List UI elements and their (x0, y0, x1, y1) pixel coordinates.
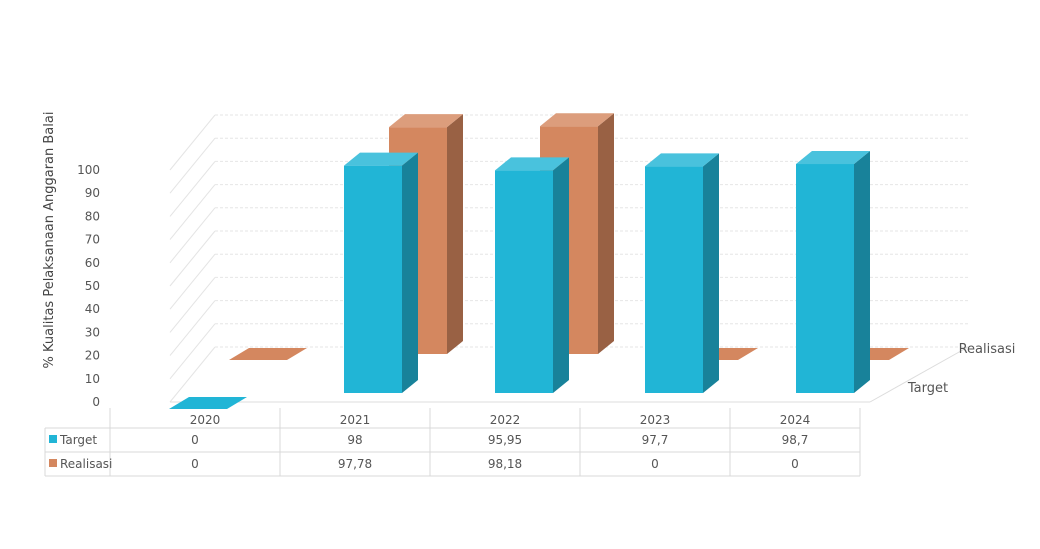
table-cell: 98,7 (782, 433, 809, 447)
y-tick-label: 70 (85, 233, 100, 247)
table-cell: 98,18 (488, 457, 522, 471)
target-series (169, 151, 870, 409)
y-tick-label: 30 (85, 325, 100, 339)
target-bar-2021-side (402, 152, 418, 393)
x-tick-label: 2022 (490, 413, 521, 427)
target-bar-2022-top (495, 157, 569, 171)
target-bar-2021-top (344, 152, 418, 166)
table-cell: 98 (347, 433, 362, 447)
realisasi-bar-2021-top (389, 114, 463, 128)
table-cell: 0 (651, 457, 659, 471)
target-bar-2023-side (703, 153, 719, 393)
y-axis-ticks: 0 10 20 30 40 50 60 70 80 90 100 (77, 163, 100, 409)
series-depth-labels: Realisasi Target (907, 342, 1015, 396)
depth-label-realisasi: Realisasi (959, 342, 1016, 357)
table-cell: 95,95 (488, 433, 522, 447)
y-tick-label: 90 (85, 186, 100, 200)
target-bar-2021 (344, 152, 418, 393)
x-tick-label: 2023 (640, 413, 671, 427)
table-cell: 97,7 (642, 433, 669, 447)
legend-label: Target (59, 433, 97, 447)
data-table: 2020 2021 2022 2023 2024 Target 0 98 95,95 97,7 98… (44, 408, 861, 477)
target-bar-2022-front (495, 170, 553, 393)
gridline-side (169, 137, 216, 194)
realisasi-bar-2021-side (447, 114, 463, 355)
y-tick-label: 20 (85, 349, 100, 363)
y-tick-label: 50 (85, 279, 100, 293)
y-tick-label: 60 (85, 256, 100, 270)
gridline-side (169, 300, 216, 356)
table-cell: 0 (791, 457, 799, 471)
target-bar-2024-side (854, 151, 870, 393)
realisasi-bar-2022-side (598, 113, 614, 354)
gridline-side (169, 184, 216, 240)
y-tick-label: 80 (85, 209, 100, 223)
table-cell: 0 (191, 433, 199, 447)
table-cell: 97,78 (338, 457, 372, 471)
gridline-side (169, 114, 216, 171)
y-tick-label: 10 (85, 372, 100, 386)
gridline-side (169, 161, 216, 217)
x-tick-label: 2021 (340, 413, 371, 427)
depth-label-target: Target (907, 381, 948, 396)
y-tick-label: 40 (85, 302, 100, 316)
x-tick-label: 2020 (190, 413, 221, 427)
realisasi-bar-2022-top (540, 113, 614, 127)
table-row-target: Target 0 98 95,95 97,7 98,7 (49, 433, 808, 447)
target-bar-2024 (796, 151, 870, 393)
target-bar-2020 (169, 397, 247, 409)
target-bar-2023-top (645, 153, 719, 167)
y-axis-title: % Kualitas Pelaksanaan Anggaran Balai (42, 112, 57, 369)
legend-swatch (49, 435, 57, 443)
gridline-side (169, 323, 216, 380)
target-bar-2023 (645, 153, 719, 393)
gridline-side (169, 277, 216, 333)
y-tick-label: 100 (77, 163, 100, 177)
x-tick-label: 2024 (780, 413, 811, 427)
target-bar-2024-top (796, 151, 870, 165)
gridline-side (169, 346, 216, 403)
target-bar-2022-side (553, 157, 569, 393)
y-tick-label: 0 (92, 395, 100, 409)
legend-swatch (49, 459, 57, 467)
realisasi-bar-2020 (229, 348, 307, 360)
table-row-realisasi: Realisasi 0 97,78 98,18 0 0 (49, 457, 799, 471)
gridline-side (169, 207, 216, 264)
target-bar-2022 (495, 157, 569, 393)
gridline-side (169, 230, 216, 287)
target-bar-2023-front (645, 166, 703, 393)
floor-side-edge (869, 346, 969, 403)
legend-label: Realisasi (60, 457, 112, 471)
gridline-side (169, 253, 216, 310)
target-bar-2024-front (796, 164, 854, 393)
table-cell: 0 (191, 457, 199, 471)
target-bar-2021-front (344, 165, 402, 393)
